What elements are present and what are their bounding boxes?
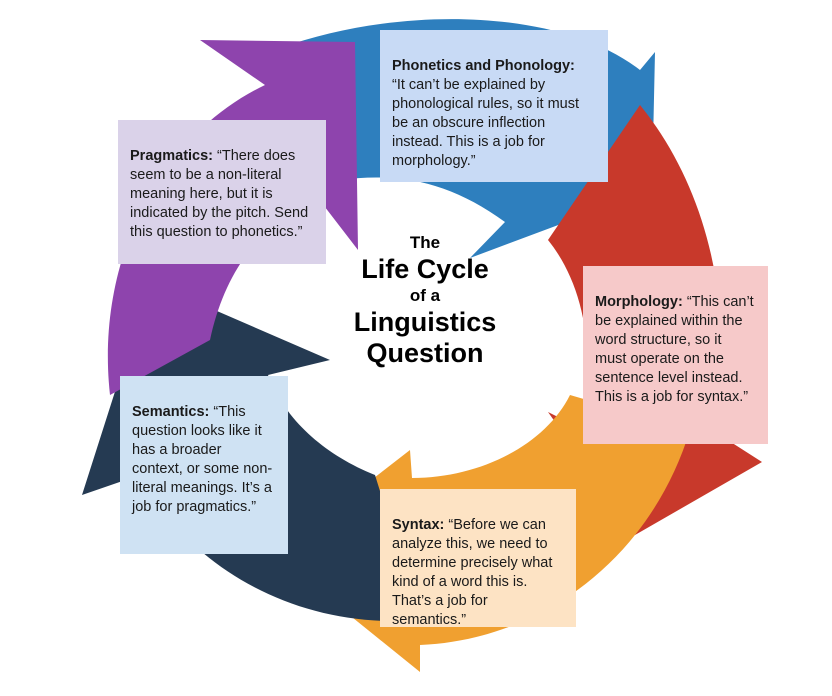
phonetics-text: “It can’t be explained by phonological r… — [392, 77, 579, 169]
pragmatics-box: Pragmatics: “There does seem to be a non… — [118, 120, 326, 264]
title-line-linguistics: Linguistics — [353, 307, 497, 337]
pragmatics-text: “There does seem to be a non-literal mea… — [130, 148, 309, 240]
semantics-box: Semantics: “This question looks like it … — [120, 376, 288, 554]
morphology-text: “This can’t be explained within the word… — [595, 294, 754, 405]
phonetics-box: Phonetics and Phonology: “It can’t be ex… — [380, 30, 608, 182]
title-line-question: Question — [366, 338, 484, 368]
title-line-of-a: of a — [409, 286, 441, 305]
title-line-the: The — [409, 233, 441, 252]
title-line-life-cycle: Life Cycle — [361, 254, 489, 284]
semantics-heading: Semantics: — [132, 404, 210, 420]
pragmatics-heading: Pragmatics: — [130, 148, 214, 164]
morphology-box: Morphology: “This can’t be explained wit… — [583, 266, 768, 444]
syntax-text: “Before we can analyze this, we need to … — [392, 517, 553, 628]
phonetics-heading: Phonetics and Phonology: — [392, 58, 575, 74]
semantics-text: “This question looks like it has a broad… — [132, 404, 273, 515]
diagram-title: The Life Cycle of a Linguistics Question — [330, 232, 520, 369]
syntax-box: Syntax: “Before we can analyze this, we … — [380, 489, 576, 628]
morphology-heading: Morphology: — [595, 294, 683, 310]
syntax-heading: Syntax: — [392, 517, 445, 533]
